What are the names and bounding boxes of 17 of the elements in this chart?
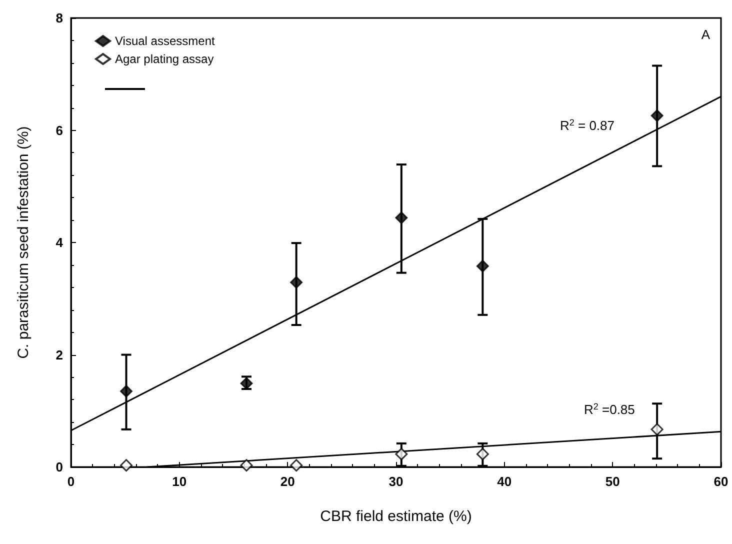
x-tick-label: 60 (714, 474, 728, 489)
x-tick-label: 10 (172, 474, 187, 489)
x-tick-label: 40 (497, 474, 512, 489)
x-tick-label: 0 (67, 474, 75, 489)
y-axis-title: C. parasiticum seed infestation (%) (15, 126, 32, 359)
x-axis-title: CBR field estimate (%) (320, 508, 472, 525)
legend-label: Agar plating assay (115, 52, 214, 66)
y-tick-label: 8 (56, 10, 63, 26)
y-tick-label: 4 (56, 235, 64, 250)
y-tick-label: 0 (56, 460, 63, 474)
x-tick-label: 20 (280, 474, 295, 489)
annotation: A (701, 27, 710, 42)
legend-label: Visual assessment (115, 34, 216, 48)
y-tick-label: 6 (56, 122, 63, 138)
y-tick-label: 2 (56, 347, 63, 362)
x-tick-label: 50 (605, 474, 620, 489)
x-tick-label: 30 (388, 474, 404, 489)
